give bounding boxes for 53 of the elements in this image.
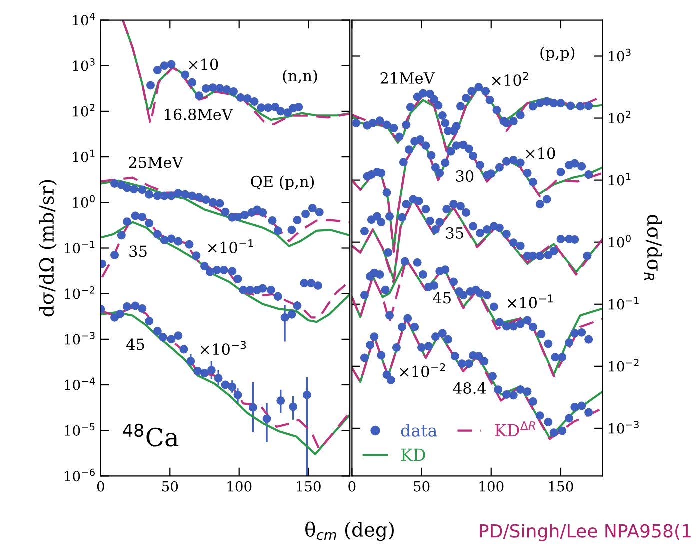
- x-tick-label: 0: [348, 481, 356, 492]
- annotation: 48.4: [453, 382, 486, 394]
- y-tick-label: 10$^{2}$: [609, 110, 631, 124]
- x-tick-label: 50: [162, 481, 178, 492]
- x-tick-label: 0: [97, 481, 104, 492]
- y-tick-label: 10$^{−5}$: [65, 423, 95, 436]
- annotation: ×10$^{−1}$: [508, 294, 553, 309]
- legend-label: data: [401, 424, 438, 437]
- y-axis-title: dσ/dΩ (mb/sr): [39, 180, 57, 317]
- y-tick-label: 10$^{−4}$: [65, 378, 96, 390]
- annotation: 45: [126, 338, 144, 350]
- annotation: QE (p,n): [251, 176, 314, 190]
- y-tick-label: 10$^{−3}$: [609, 421, 639, 434]
- annotation: ×10: [526, 148, 556, 160]
- annotation: 35: [446, 227, 464, 239]
- y-tick-label: 10$^{−1}$: [65, 241, 95, 254]
- y-tick-label: 10$^{3}$: [73, 58, 95, 72]
- legend-label: KD$^{ΔR}$: [495, 422, 536, 436]
- annotation: 30: [456, 170, 474, 182]
- annotation: ×10: [189, 58, 218, 70]
- annotation: (n,n): [283, 70, 318, 84]
- annotation: 35: [130, 246, 147, 258]
- annotation: ×10$^{−1}$: [208, 240, 254, 254]
- x-tick-label: 100: [228, 481, 252, 492]
- y-tick-label: 10$^{0}$: [609, 234, 631, 248]
- y-tick-label: 10$^{4}$: [73, 13, 96, 26]
- annotation: (p,p): [540, 46, 575, 62]
- y-tick-label: 10$^{2}$: [73, 104, 95, 117]
- y-tick-label: 10$^{−1}$: [609, 297, 639, 310]
- annotation: 25MeV: [129, 156, 184, 168]
- y-tick-label: 10$^{−2}$: [65, 286, 95, 300]
- text: PD/Singh/Lee NPA958(1: [480, 524, 691, 542]
- y-tick-label: 10$^{0}$: [73, 195, 95, 208]
- y-tick-label: 10$^{1}$: [609, 173, 631, 186]
- annotation: 21MeV: [380, 72, 436, 84]
- x-axis-title: θ$_{cm}$ (deg): [306, 522, 394, 542]
- annotation: 16.8MeV: [165, 108, 234, 120]
- annotation: $^{48}$Ca: [123, 424, 179, 447]
- y-tick-label: 10$^{−6}$: [65, 468, 95, 482]
- annotation: 45: [433, 292, 451, 304]
- legend-label: KD: [401, 448, 426, 462]
- annotation: ×10$^{−3}$: [200, 341, 246, 356]
- y-tick-label: 10$^{−2}$: [609, 359, 639, 372]
- y-tick-label: 10$^{3}$: [609, 48, 631, 62]
- x-tick-label: 50: [414, 481, 430, 492]
- x-tick-label: 150: [297, 481, 321, 492]
- x-tick-label: 100: [480, 481, 504, 492]
- x-tick-label: 150: [549, 481, 574, 492]
- y-tick-label: 10$^{1}$: [73, 150, 95, 162]
- y-tick-label: 10$^{−3}$: [65, 332, 95, 345]
- annotation: ×10$^{−2}$: [400, 363, 446, 378]
- y-axis-title: dσ/dσ$_{R}$: [644, 215, 662, 280]
- annotation: ×10$^{2}$: [492, 72, 528, 86]
